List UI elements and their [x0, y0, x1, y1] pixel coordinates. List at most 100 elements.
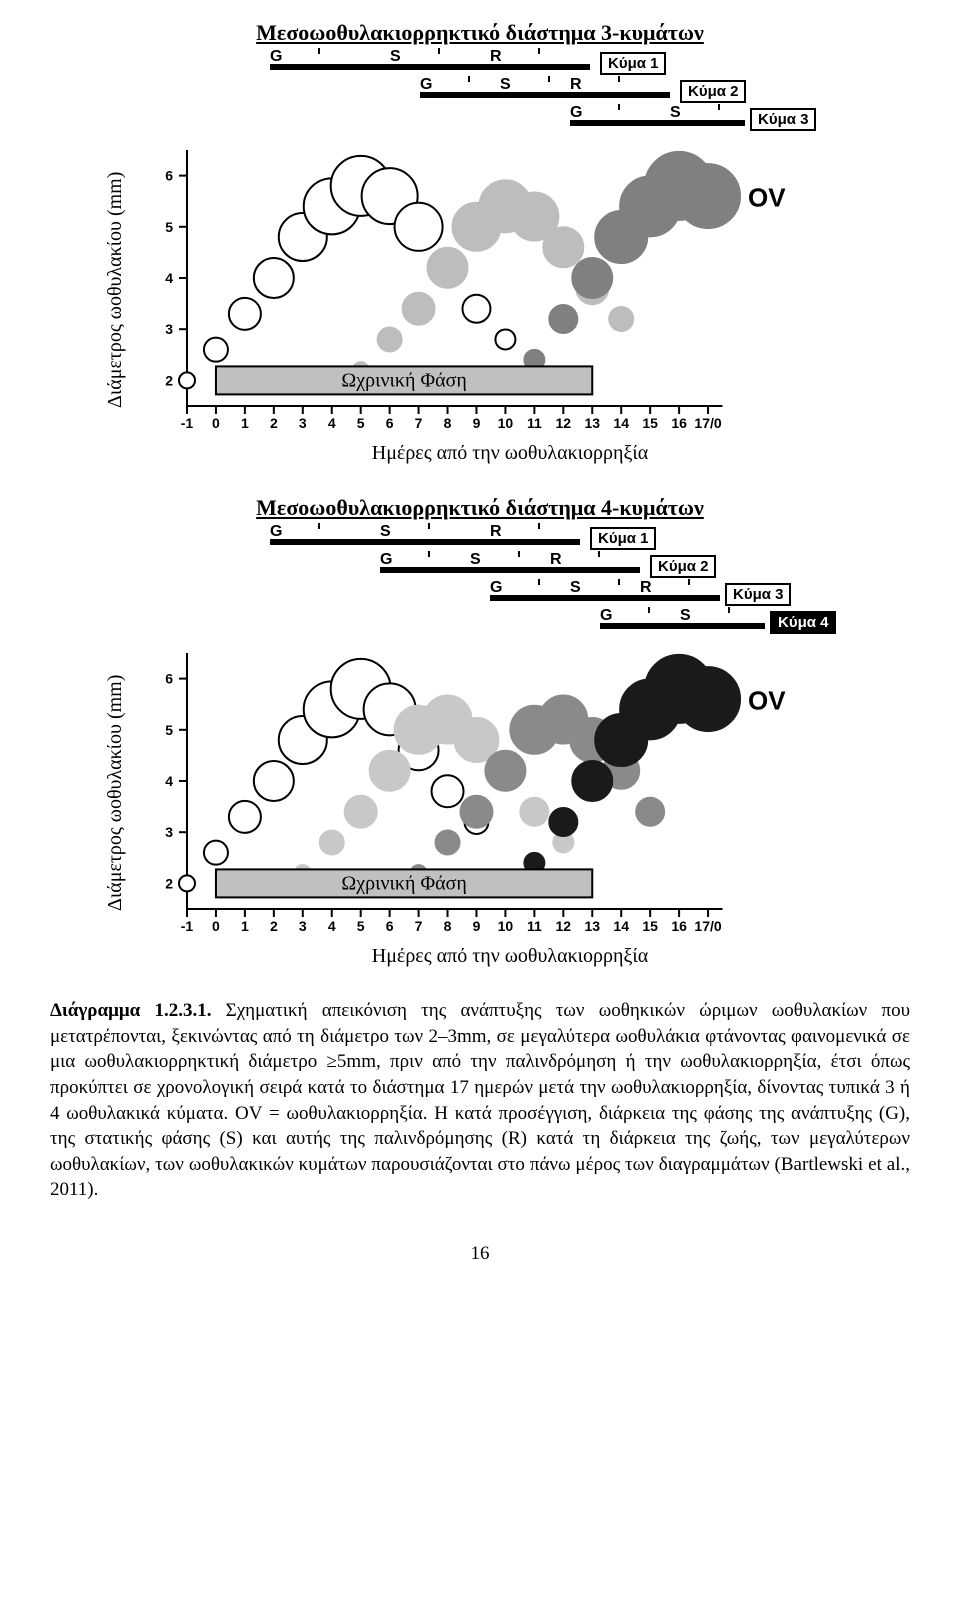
- wave-header: GSRΚύμα 1GSRΚύμα 2GSΚύμα 3: [270, 50, 860, 134]
- follicle-circle: [636, 798, 664, 826]
- follicle-circle: [543, 227, 583, 267]
- follicle-circle: [572, 258, 612, 298]
- panel-title: Μεσοωοθυλακιορρηκτικό διάστημα 3-κυμάτων: [100, 20, 860, 46]
- wave-row: GSRΚύμα 1: [270, 525, 860, 553]
- wave-header: GSRΚύμα 1GSRΚύμα 2GSRΚύμα 3GSΚύμα 4: [270, 525, 860, 637]
- panel-1: Μεσοωοθυλακιορρηκτικό διάστημα 3-κυμάτων…: [100, 20, 860, 465]
- svg-text:6: 6: [386, 415, 394, 431]
- follicle-circle: [460, 796, 492, 828]
- svg-text:6: 6: [386, 918, 394, 934]
- wave-bar: [420, 92, 670, 98]
- follicle-circle: [204, 841, 228, 865]
- x-axis-label: Ημέρες από την ωοθυλακιορρηξία: [160, 945, 860, 968]
- svg-text:11: 11: [527, 415, 542, 431]
- wave-bar: [270, 539, 580, 545]
- follicle-circle: [572, 761, 612, 801]
- y-axis-label: Διάμετρος ωοθυλακίου (mm): [100, 643, 127, 943]
- y-axis-label: Διάμετρος ωοθυλακίου (mm): [100, 140, 127, 440]
- svg-text:13: 13: [584, 918, 600, 934]
- follicle-circle: [179, 372, 195, 388]
- follicle-circle: [609, 307, 633, 331]
- wave-label: Κύμα 3: [725, 583, 791, 606]
- svg-text:2: 2: [165, 875, 173, 891]
- svg-text:12: 12: [556, 415, 572, 431]
- chart-svg: 23456-101234567891011121314151617/0Ωχριν…: [127, 140, 827, 440]
- figure-caption: Διάγραμμα 1.2.3.1. Σχηματική απεικόνιση …: [50, 998, 910, 1203]
- chart-svg: 23456-101234567891011121314151617/0Ωχριν…: [127, 643, 827, 943]
- svg-text:4: 4: [328, 918, 336, 934]
- follicle-circle: [345, 796, 377, 828]
- svg-text:10: 10: [498, 918, 514, 934]
- wave-label: Κύμα 1: [590, 527, 656, 550]
- svg-text:9: 9: [473, 415, 481, 431]
- svg-text:11: 11: [527, 918, 542, 934]
- wave-bar: [490, 595, 720, 601]
- follicle-circle: [436, 830, 460, 854]
- follicle-circle: [676, 667, 740, 731]
- ov-label: OV: [748, 182, 786, 212]
- svg-text:13: 13: [584, 415, 600, 431]
- svg-text:8: 8: [444, 918, 452, 934]
- svg-text:16: 16: [671, 415, 687, 431]
- wave-row: GSRΚύμα 1: [270, 50, 860, 78]
- follicle-circle: [428, 248, 468, 288]
- follicle-circle: [254, 258, 294, 298]
- follicle-circle: [254, 761, 294, 801]
- svg-text:2: 2: [270, 918, 278, 934]
- svg-text:15: 15: [642, 415, 658, 431]
- follicle-circle: [432, 775, 464, 807]
- follicle-circle: [495, 329, 515, 349]
- svg-text:3: 3: [165, 321, 173, 337]
- svg-text:4: 4: [328, 415, 336, 431]
- wave-row: GSΚύμα 3: [270, 106, 860, 134]
- svg-text:0: 0: [212, 415, 220, 431]
- wave-row: GSRΚύμα 2: [270, 553, 860, 581]
- follicle-circle: [395, 203, 443, 251]
- follicle-circle: [229, 801, 261, 833]
- follicle-circle: [370, 751, 410, 791]
- caption-body: Σχηματική απεικόνιση της ανάπτυξης των ω…: [50, 1000, 910, 1200]
- svg-text:2: 2: [165, 372, 173, 388]
- svg-text:4: 4: [165, 773, 173, 789]
- ov-label: OV: [748, 685, 786, 715]
- follicle-circle: [204, 338, 228, 362]
- svg-text:17/0: 17/0: [694, 415, 721, 431]
- svg-text:1: 1: [241, 918, 249, 934]
- svg-text:7: 7: [415, 415, 423, 431]
- svg-text:16: 16: [671, 918, 687, 934]
- svg-text:2: 2: [270, 415, 278, 431]
- follicle-circle: [403, 293, 435, 325]
- svg-text:3: 3: [299, 415, 307, 431]
- wave-label: Κύμα 4: [770, 611, 836, 634]
- follicle-circle: [485, 751, 525, 791]
- follicle-circle: [320, 830, 344, 854]
- wave-bar: [570, 120, 745, 126]
- wave-label: Κύμα 1: [600, 52, 666, 75]
- svg-text:14: 14: [613, 918, 629, 934]
- follicle-circle: [378, 327, 402, 351]
- wave-row: GSRΚύμα 3: [270, 581, 860, 609]
- follicle-circle: [549, 808, 577, 836]
- luteal-phase-label: Ωχρινική Φάση: [341, 369, 466, 391]
- luteal-phase-label: Ωχρινική Φάση: [341, 872, 466, 894]
- svg-text:5: 5: [357, 415, 365, 431]
- wave-bar: [380, 567, 640, 573]
- svg-text:1: 1: [241, 415, 249, 431]
- svg-text:8: 8: [444, 415, 452, 431]
- wave-bar: [600, 623, 765, 629]
- svg-text:3: 3: [165, 824, 173, 840]
- follicle-circle: [520, 798, 548, 826]
- follicle-circle: [462, 295, 490, 323]
- wave-row: GSRΚύμα 2: [270, 78, 860, 106]
- svg-text:6: 6: [165, 168, 173, 184]
- follicle-circle: [179, 875, 195, 891]
- svg-text:15: 15: [642, 918, 658, 934]
- panel-2: Μεσοωοθυλακιορρηκτικό διάστημα 4-κυμάτων…: [100, 495, 860, 968]
- svg-text:-1: -1: [181, 918, 194, 934]
- svg-text:17/0: 17/0: [694, 918, 721, 934]
- svg-text:3: 3: [299, 918, 307, 934]
- svg-text:5: 5: [165, 722, 173, 738]
- page-number: 16: [20, 1243, 940, 1265]
- follicle-circle: [229, 298, 261, 330]
- svg-text:6: 6: [165, 671, 173, 687]
